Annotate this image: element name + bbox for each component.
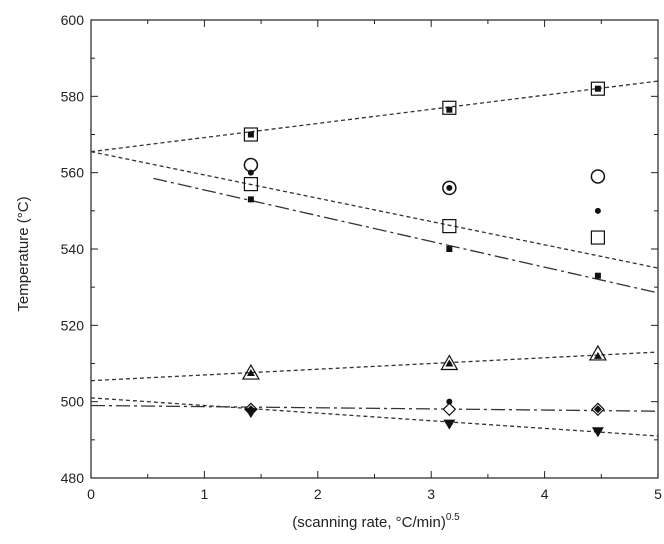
filled-square-point bbox=[446, 106, 453, 113]
open-triangle-point bbox=[440, 354, 459, 371]
dotted-trend-line bbox=[90, 151, 659, 269]
filled-circle-point bbox=[446, 398, 453, 405]
y-axis-title: Temperature (°C) bbox=[15, 196, 32, 311]
filled-triangle-point bbox=[246, 369, 255, 377]
filled-down-triangle-point bbox=[591, 427, 604, 438]
x-tick-label: 3 bbox=[427, 486, 435, 502]
x-tick-label: 2 bbox=[314, 486, 322, 502]
trend-lines bbox=[90, 80, 659, 437]
filled-square-point bbox=[594, 85, 601, 92]
open-triangle-point bbox=[588, 344, 607, 361]
dotted-trend-line bbox=[90, 397, 659, 437]
filled-circle-point bbox=[446, 184, 453, 191]
x-tick-label: 5 bbox=[654, 486, 662, 502]
x-tick-label: 0 bbox=[87, 486, 95, 502]
y-tick-label: 580 bbox=[61, 88, 85, 104]
tick-labels: 0 1 2 3 4 5 480 500 520 540 560 580 600 bbox=[61, 12, 662, 502]
filled-triangle-point bbox=[445, 359, 454, 367]
open-diamond-point bbox=[442, 402, 457, 417]
y-tick-label: 540 bbox=[61, 241, 85, 257]
x-tick-label: 1 bbox=[201, 486, 209, 502]
open-circle-point bbox=[442, 180, 457, 196]
x-axis-title: (scanning rate, °C/min)0.5 bbox=[292, 512, 460, 531]
y-tick-label: 600 bbox=[61, 12, 85, 28]
y-tick-label: 520 bbox=[61, 317, 85, 333]
filled-down-triangle-point bbox=[443, 419, 456, 430]
plot-border bbox=[90, 19, 659, 479]
plot-frame bbox=[90, 19, 659, 479]
open-circle-point bbox=[243, 157, 259, 173]
y-tick-label: 560 bbox=[61, 165, 85, 181]
open-square-point bbox=[243, 177, 258, 192]
filled-square-point bbox=[594, 272, 601, 279]
open-square-point bbox=[590, 81, 605, 96]
open-circle-point bbox=[590, 169, 606, 184]
y-tick-label: 500 bbox=[61, 394, 85, 410]
filled-square-point bbox=[446, 246, 453, 252]
open-square-point bbox=[590, 230, 605, 245]
filled-circle-point bbox=[247, 169, 254, 176]
open-square-point bbox=[442, 219, 457, 234]
filled-down-triangle-point bbox=[244, 408, 257, 419]
y-tick-label: 480 bbox=[61, 470, 85, 486]
dashed-trend-line bbox=[90, 404, 659, 412]
filled-circle-point bbox=[594, 207, 601, 214]
x-tick-label: 4 bbox=[541, 486, 549, 502]
filled-triangle-point bbox=[593, 351, 602, 359]
axis-ticks bbox=[90, 19, 659, 479]
filled-square-point bbox=[247, 131, 254, 138]
filled-diamond-point bbox=[593, 405, 602, 414]
data-points bbox=[241, 81, 607, 438]
open-square-point bbox=[243, 127, 258, 142]
open-triangle-point bbox=[241, 363, 260, 380]
dotted-trend-line bbox=[90, 351, 659, 382]
filled-square-point bbox=[247, 196, 254, 203]
dotted-trend-line bbox=[90, 80, 659, 153]
dashed-trend-line bbox=[153, 177, 659, 294]
open-square-point bbox=[442, 100, 457, 115]
